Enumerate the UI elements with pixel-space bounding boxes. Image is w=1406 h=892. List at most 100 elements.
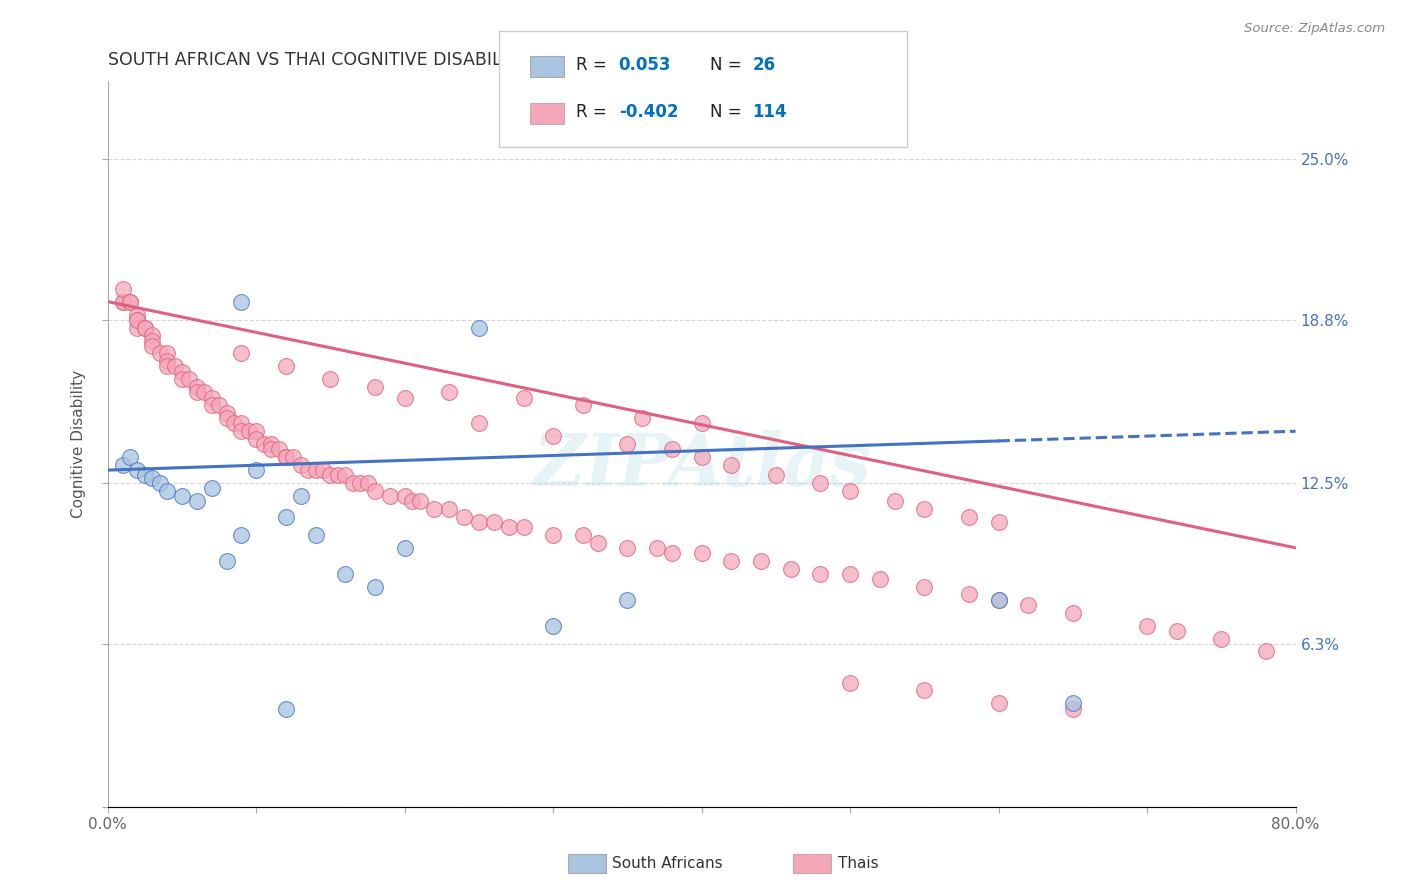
Point bbox=[720, 458, 742, 472]
Point bbox=[661, 546, 683, 560]
Point bbox=[482, 515, 505, 529]
Point bbox=[661, 442, 683, 457]
Point bbox=[356, 476, 378, 491]
Point bbox=[541, 618, 564, 632]
Point bbox=[394, 391, 416, 405]
Point bbox=[468, 515, 491, 529]
Point bbox=[810, 476, 832, 491]
Point bbox=[297, 463, 319, 477]
Point bbox=[193, 385, 215, 400]
Point bbox=[1062, 606, 1084, 620]
Point bbox=[208, 398, 231, 412]
Point bbox=[274, 509, 297, 524]
Point bbox=[201, 391, 224, 405]
Point bbox=[127, 463, 149, 477]
Point bbox=[957, 509, 980, 524]
Point bbox=[274, 701, 297, 715]
Point bbox=[987, 592, 1010, 607]
Point bbox=[267, 442, 290, 457]
Point bbox=[127, 312, 149, 326]
Point bbox=[274, 359, 297, 374]
Point bbox=[245, 463, 267, 477]
Point bbox=[512, 520, 534, 534]
Point bbox=[127, 308, 149, 322]
Text: SOUTH AFRICAN VS THAI COGNITIVE DISABILITY CORRELATION CHART: SOUTH AFRICAN VS THAI COGNITIVE DISABILI… bbox=[108, 51, 723, 69]
Point bbox=[335, 468, 357, 483]
Point bbox=[231, 417, 253, 431]
Point bbox=[156, 346, 179, 360]
Point bbox=[141, 471, 163, 485]
Point bbox=[127, 312, 149, 326]
Point bbox=[987, 696, 1010, 710]
Point bbox=[141, 334, 163, 348]
Point bbox=[1062, 701, 1084, 715]
Point bbox=[201, 398, 224, 412]
Point bbox=[616, 592, 638, 607]
Point bbox=[468, 417, 491, 431]
Point bbox=[364, 580, 387, 594]
Point bbox=[810, 566, 832, 581]
Point bbox=[201, 481, 224, 495]
Point bbox=[170, 372, 193, 386]
Point bbox=[274, 450, 297, 464]
Point bbox=[163, 359, 186, 374]
Point bbox=[839, 675, 862, 690]
Point bbox=[401, 494, 423, 508]
Point bbox=[1211, 632, 1233, 646]
Point bbox=[987, 515, 1010, 529]
Point bbox=[1166, 624, 1188, 638]
Point bbox=[312, 463, 335, 477]
Point bbox=[912, 580, 935, 594]
Point bbox=[616, 437, 638, 451]
Point bbox=[572, 528, 595, 542]
Point bbox=[912, 502, 935, 516]
Point bbox=[134, 320, 156, 334]
Point bbox=[186, 385, 208, 400]
Point bbox=[869, 572, 891, 586]
Point bbox=[290, 458, 312, 472]
Point bbox=[238, 424, 260, 438]
Point bbox=[149, 476, 172, 491]
Point bbox=[1136, 618, 1159, 632]
Text: 0.053: 0.053 bbox=[619, 56, 671, 74]
Point bbox=[749, 554, 772, 568]
Point bbox=[283, 450, 305, 464]
Point bbox=[290, 489, 312, 503]
Point bbox=[156, 354, 179, 368]
Point bbox=[1017, 598, 1039, 612]
Point bbox=[572, 398, 595, 412]
Point bbox=[134, 468, 156, 483]
Text: ZIPAtlas: ZIPAtlas bbox=[533, 431, 872, 501]
Point bbox=[408, 494, 430, 508]
Point bbox=[319, 468, 342, 483]
Text: R =: R = bbox=[576, 103, 613, 120]
Point bbox=[645, 541, 668, 555]
Point bbox=[111, 458, 134, 472]
Point bbox=[156, 359, 179, 374]
Point bbox=[274, 450, 297, 464]
Point bbox=[883, 494, 905, 508]
Point bbox=[118, 294, 141, 309]
Text: N =: N = bbox=[710, 103, 747, 120]
Text: Thais: Thais bbox=[838, 856, 879, 871]
Point bbox=[231, 294, 253, 309]
Point bbox=[134, 320, 156, 334]
Point bbox=[231, 346, 253, 360]
Text: N =: N = bbox=[710, 56, 747, 74]
Point bbox=[260, 442, 283, 457]
Point bbox=[170, 365, 193, 379]
Point bbox=[364, 483, 387, 498]
Point bbox=[342, 476, 364, 491]
Point bbox=[498, 520, 520, 534]
Point bbox=[245, 424, 267, 438]
Point bbox=[245, 432, 267, 446]
Point bbox=[215, 554, 238, 568]
Text: Source: ZipAtlas.com: Source: ZipAtlas.com bbox=[1244, 22, 1385, 36]
Point bbox=[957, 587, 980, 601]
Point bbox=[170, 489, 193, 503]
Point bbox=[304, 463, 326, 477]
Point bbox=[423, 502, 446, 516]
Point bbox=[186, 380, 208, 394]
Point bbox=[1254, 644, 1277, 658]
Point bbox=[779, 561, 801, 575]
